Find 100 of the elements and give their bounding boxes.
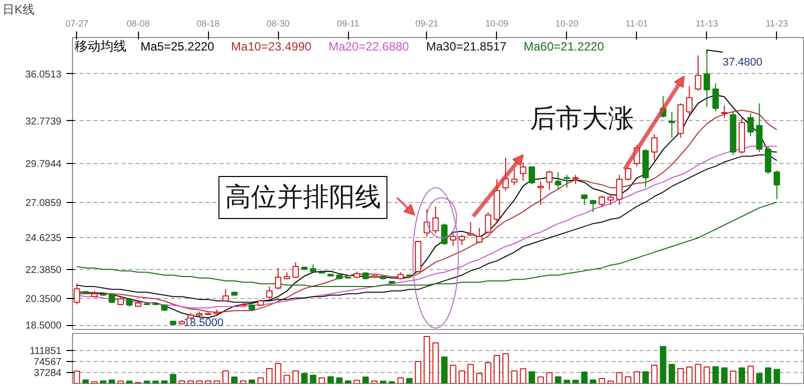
candlestick [484,212,492,234]
bar [450,364,456,384]
bar [266,368,273,384]
bar [344,380,352,384]
candlestick [598,195,606,208]
bar [554,376,562,384]
bar [502,353,509,384]
bar [380,380,386,384]
candlestick [528,166,536,185]
candlestick [774,170,780,200]
bar [371,380,378,384]
y-tick-label: 27.0859 [25,198,62,209]
bar [607,380,614,384]
x-tick-label: 11-13 [696,18,718,28]
bar [257,377,264,384]
bar [467,364,474,384]
bar [108,379,116,384]
bar [624,376,632,384]
bar [528,371,536,384]
bar [494,355,500,384]
candlestick [616,174,623,206]
y-tick-label: 36.0513 [25,69,62,80]
bar [178,380,186,384]
bar [598,378,606,384]
candlestick [441,223,448,246]
bar [458,370,466,384]
bar [327,376,334,384]
candlestick [432,206,439,234]
bar [616,372,623,384]
bar [572,380,579,384]
bar [414,360,422,384]
bar [590,379,596,384]
candlestick [721,104,728,118]
x-tick-label: 09-11 [336,18,360,28]
text: Ma5=25.2220 [140,40,215,54]
x-tick-label: 10-09 [485,18,508,28]
bar [82,379,89,384]
bar [651,364,658,384]
candlestick [292,262,299,278]
y-tick-label: 29.7944 [25,159,62,170]
x-tick-label: 09-21 [415,18,438,28]
bar [240,380,246,384]
bar [170,374,176,384]
bar [318,377,326,384]
y-tick-label: 32.7739 [25,116,62,128]
x-tick-label: 08-08 [126,18,150,28]
legend-title: 移动均线 [74,38,126,54]
y-tick-label: 18.5000 [25,320,62,332]
candlestick [704,53,710,108]
bar [161,380,168,384]
bar [756,373,763,384]
candlestick [668,111,676,138]
bar [537,376,544,384]
bar [187,380,194,384]
candlestick [564,174,570,188]
candlestick [651,134,658,162]
bar [406,378,413,384]
bar [432,342,439,384]
bar [231,376,238,384]
text: Ma60=21.2220 [524,40,604,54]
bar [100,380,106,384]
bar [310,374,316,384]
bar [144,380,150,384]
bar [738,367,746,384]
bar [126,380,133,384]
bar [747,366,754,384]
candlestick [554,172,562,190]
bar [74,370,80,384]
bar [301,373,308,384]
annotation: 高位并排阳线 [224,182,381,213]
bar [292,370,299,384]
candlestick [467,222,474,236]
bar [774,368,780,384]
candlestick [747,112,754,137]
bar [634,371,640,384]
chart-title: 日K线 [2,2,35,16]
x-tick-label: 10-20 [555,18,578,28]
bar [686,366,693,384]
annotation: 37.4800 [722,56,762,69]
candlestick [756,102,763,153]
bar [677,368,684,384]
candlestick [537,180,544,206]
y-tick-label: 20.3500 [25,294,62,306]
candlestick [607,195,614,206]
bar [204,380,212,384]
x-tick-label: 08-30 [266,18,290,28]
candlestick [274,267,282,290]
bar [196,380,203,384]
bar [511,370,518,384]
candlestick [520,162,526,182]
bar [712,366,719,384]
candlestick [764,146,772,175]
bar [152,380,159,384]
x-tick-label: 07-27 [65,18,88,28]
candlestick [511,168,518,186]
bar [397,377,404,384]
candlestick [581,194,588,206]
bar [222,370,229,384]
y-tick-label: 24.6235 [25,233,62,244]
bar [484,362,492,384]
